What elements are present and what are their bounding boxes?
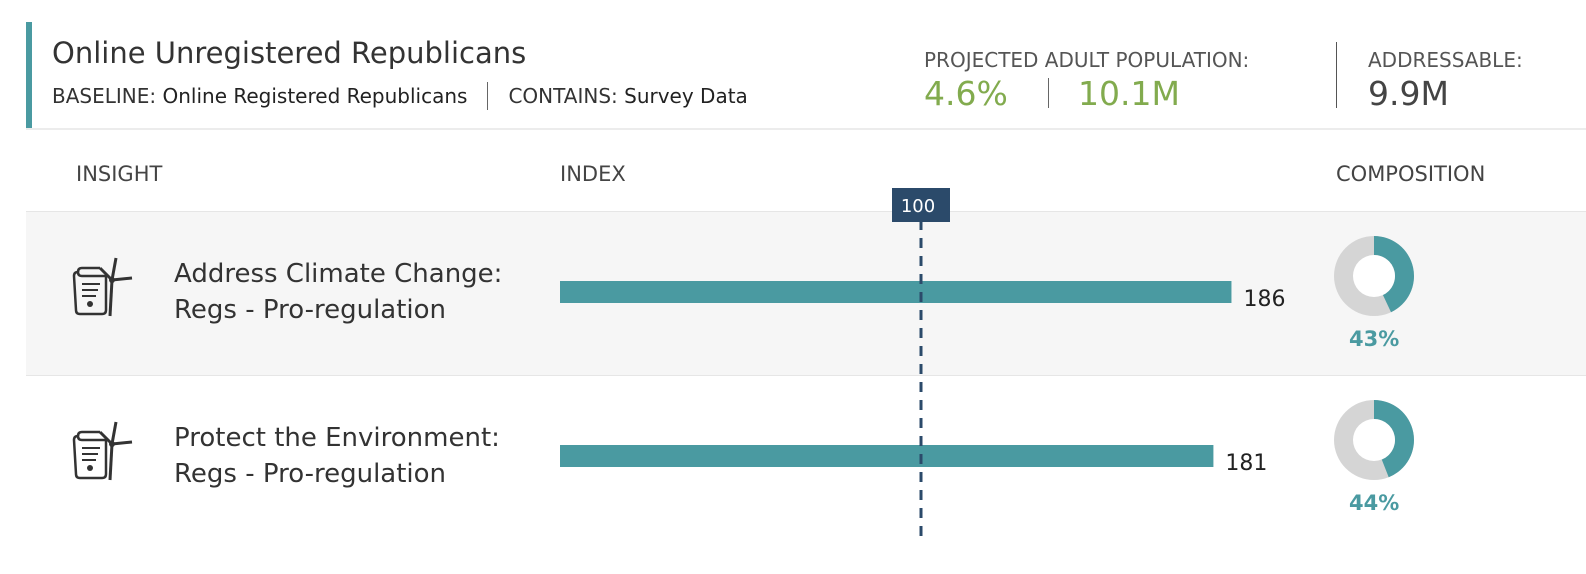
segment-title: Online Unregistered Republicans	[52, 36, 527, 70]
column-header-composition: COMPOSITION	[1336, 162, 1486, 186]
addressable-label: ADDRESSABLE:	[1368, 48, 1523, 72]
insight-label-line2: Regs - Pro-regulation	[174, 459, 447, 489]
composition-percent: 44%	[1349, 491, 1400, 515]
insight-label-line1: Protect the Environment:	[174, 423, 500, 453]
contains-label: CONTAINS:	[508, 84, 618, 108]
baseline-label: BASELINE:	[52, 84, 157, 108]
insight-label: Address Climate Change: Regs - Pro-regul…	[174, 256, 564, 328]
wind-turbine-document-icon	[72, 257, 133, 317]
addressable-divider	[1336, 42, 1337, 108]
segment-header: Online Unregistered Republicans BASELINE…	[26, 22, 1586, 128]
meta-divider	[487, 82, 489, 110]
header-accent-bar	[26, 22, 32, 128]
baseline-value: Online Registered Republicans	[162, 84, 468, 108]
column-header-index: INDEX	[560, 162, 626, 186]
projected-population-percent: 4.6%	[924, 74, 1008, 113]
addressable-count: 9.9M	[1368, 74, 1449, 113]
column-header-insight: INSIGHT	[76, 162, 163, 186]
insight-label-line2: Regs - Pro-regulation	[174, 295, 447, 325]
contains-value: Survey Data	[624, 84, 748, 108]
projected-divider	[1048, 78, 1049, 108]
insight-row[interactable]: Address Climate Change: Regs - Pro-regul…	[26, 211, 1586, 376]
projected-population-count: 10.1M	[1078, 74, 1180, 113]
wind-turbine-document-icon	[72, 421, 133, 481]
insight-label-line1: Address Climate Change:	[174, 259, 503, 289]
projected-population-label: PROJECTED ADULT POPULATION:	[924, 48, 1250, 72]
segment-meta: BASELINE: Online Registered Republicans …	[52, 82, 748, 110]
insight-label: Protect the Environment: Regs - Pro-regu…	[174, 420, 564, 492]
composition-percent: 43%	[1349, 327, 1400, 351]
header-divider	[26, 128, 1586, 130]
